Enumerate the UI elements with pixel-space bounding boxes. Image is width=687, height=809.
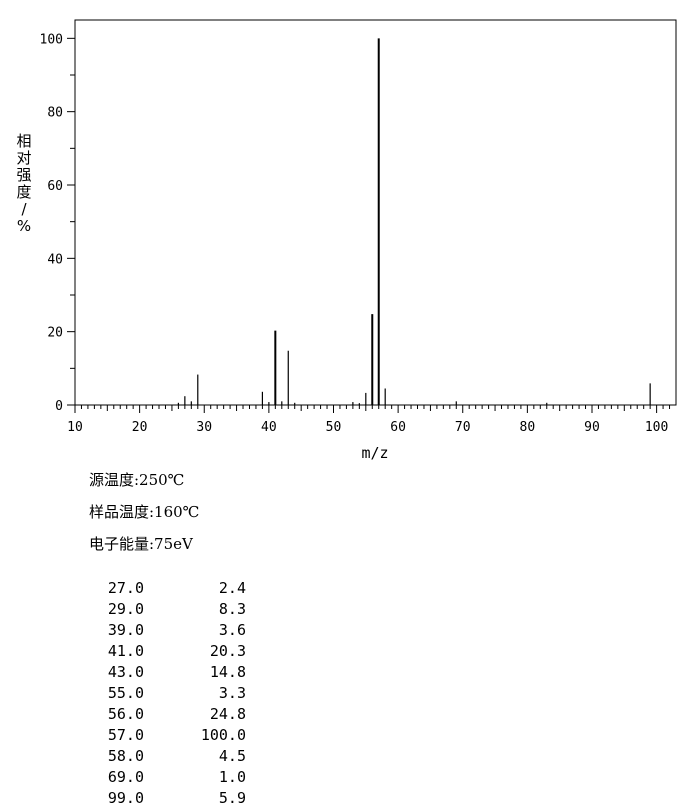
- y-tick-label: 80: [47, 106, 63, 121]
- x-tick-label: 10: [67, 420, 83, 435]
- y-tick-label: 0: [55, 399, 63, 414]
- x-tick-label: 80: [520, 420, 536, 435]
- peak-mz: 41.0: [107, 642, 144, 660]
- peak-mz: 58.0: [107, 747, 144, 765]
- x-tick-label: 50: [326, 420, 342, 435]
- peak-mz: 43.0: [107, 663, 144, 681]
- peak-row: 43.0 14.8: [94, 662, 246, 683]
- peak-row: 99.0 5.9: [94, 788, 246, 809]
- peak-row: 41.0 20.3: [94, 641, 246, 662]
- peak-row: 56.0 24.8: [94, 704, 246, 725]
- peak-abundance: 14.8: [209, 663, 246, 681]
- peak-mz: 69.0: [107, 768, 144, 786]
- peak-mz: 56.0: [107, 705, 144, 723]
- peak-abundance: 24.8: [209, 705, 246, 723]
- peak-table: 27.0 2.4 29.0 8.3 39.0 3.6 41.0 20.3 43.0 14.8 55.…: [94, 578, 246, 809]
- peak-mz: 29.0: [107, 600, 144, 618]
- peak-mz: 57.0: [107, 726, 144, 744]
- x-tick-label: 100: [645, 420, 668, 435]
- peak-abundance: 1.0: [218, 768, 246, 786]
- x-tick-label: 30: [196, 420, 212, 435]
- peak-mz: 39.0: [107, 621, 144, 639]
- peak-row: 58.0 4.5: [94, 746, 246, 767]
- peak-abundance: 4.5: [218, 747, 246, 765]
- peak-row: 29.0 8.3: [94, 599, 246, 620]
- peak-mz: 99.0: [107, 789, 144, 807]
- x-tick-label: 20: [132, 420, 148, 435]
- peak-abundance: 2.4: [218, 579, 246, 597]
- x-tick-label: 90: [584, 420, 600, 435]
- peak-abundance: 100.0: [200, 726, 246, 744]
- peak-mz: 27.0: [107, 579, 144, 597]
- peak-row: 27.0 2.4: [94, 578, 246, 599]
- peak-row: 57.0 100.0: [94, 725, 246, 746]
- y-axis-label: 相对强度/%: [16, 132, 31, 235]
- peak-bars: [177, 38, 651, 405]
- source-temperature: 源温度:250℃: [89, 471, 185, 489]
- y-tick-label: 60: [47, 179, 63, 194]
- peak-abundance: 3.6: [218, 621, 246, 639]
- x-axis: 10 20 30 40 50 60 70 80 90 100: [67, 405, 671, 435]
- y-axis: 0 20 40 60 80 100: [40, 32, 75, 414]
- peak-abundance: 20.3: [209, 642, 246, 660]
- mass-spectrum-chart: 10 20 30 40 50 60 70 80 90 100 0 20 40 60 80 100 m/z 相…: [16, 19, 677, 462]
- peak-row: 39.0 3.6: [94, 620, 246, 641]
- y-tick-label: 40: [47, 252, 63, 267]
- x-axis-label: m/z: [361, 444, 388, 462]
- peak-abundance: 8.3: [218, 600, 246, 618]
- peak-row: 55.0 3.3: [94, 683, 246, 704]
- x-tick-label: 40: [261, 420, 277, 435]
- x-tick-label: 60: [390, 420, 406, 435]
- sample-temperature: 样品温度:160℃: [89, 503, 200, 521]
- y-tick-label: 100: [40, 32, 63, 47]
- peak-abundance: 5.9: [218, 789, 246, 807]
- plot-frame: [74, 19, 677, 406]
- peak-abundance: 3.3: [218, 684, 246, 702]
- electron-energy: 电子能量:75eV: [89, 535, 193, 553]
- x-tick-label: 70: [455, 420, 471, 435]
- y-tick-label: 20: [47, 326, 63, 341]
- peak-row: 69.0 1.0: [94, 767, 246, 788]
- peak-mz: 55.0: [107, 684, 144, 702]
